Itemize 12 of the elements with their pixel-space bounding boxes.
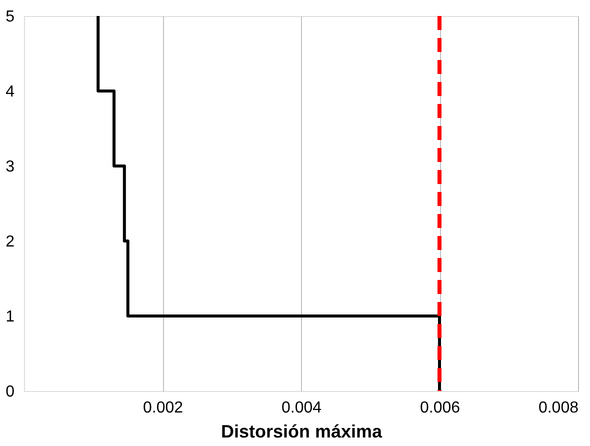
y-tick-label: 0 <box>6 384 15 400</box>
y-tick-label: 3 <box>6 158 15 176</box>
x-axis-title: Distorsión máxima <box>220 422 384 442</box>
y-tick-label: 5 <box>6 8 15 26</box>
line-series <box>96 14 441 392</box>
x-tick-label: 0.004 <box>281 400 322 416</box>
x-tick-label: 0.008 <box>538 400 579 416</box>
x-tick-label: 0.006 <box>420 400 460 416</box>
y-tick-label: 4 <box>6 84 15 100</box>
y-tick-label: 2 <box>6 234 15 250</box>
y-tick-label: 1 <box>6 308 15 326</box>
x-tick-label: 0.002 <box>142 400 184 416</box>
